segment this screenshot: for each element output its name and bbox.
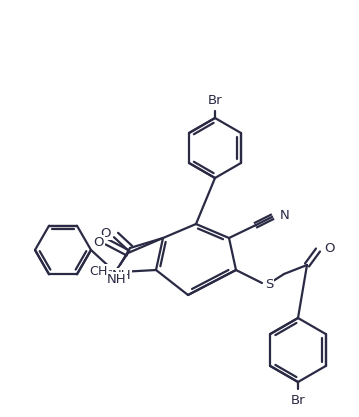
Text: Br: Br xyxy=(291,394,305,407)
Text: Br: Br xyxy=(208,94,222,107)
Text: O: O xyxy=(101,226,111,239)
Text: CH$_3$: CH$_3$ xyxy=(89,264,114,279)
Text: S: S xyxy=(265,279,273,291)
Text: N: N xyxy=(280,208,290,221)
Text: NH: NH xyxy=(107,273,127,286)
Text: O: O xyxy=(93,236,104,249)
Text: O: O xyxy=(324,241,335,254)
Text: NH: NH xyxy=(112,269,132,282)
